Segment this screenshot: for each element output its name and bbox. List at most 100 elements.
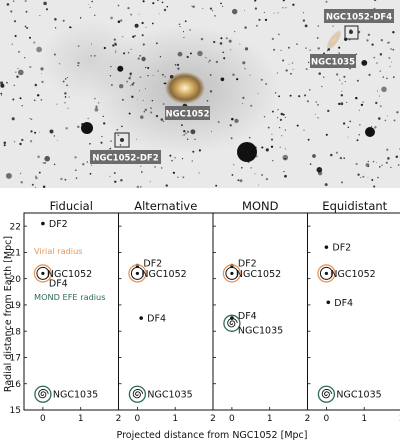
x-tick-label: 1: [172, 414, 178, 424]
star: [206, 99, 209, 102]
star: [159, 56, 162, 58]
label-ngc1052-df4: NGC1052-DF4: [324, 9, 394, 23]
star: [30, 130, 33, 133]
star: [60, 177, 63, 181]
point-marker-ring: [319, 266, 333, 280]
star: [231, 117, 234, 121]
star: [75, 177, 78, 179]
star: [202, 7, 204, 9]
spiral-galaxy-icon: [132, 389, 144, 399]
star: [35, 176, 38, 180]
star: [181, 158, 184, 160]
star: [151, 22, 154, 25]
star: [142, 99, 144, 102]
point-ngc1052: NGC1052: [33, 264, 92, 283]
star: [129, 75, 132, 77]
star: [387, 157, 390, 160]
point-df2: DF2: [324, 243, 351, 254]
star: [54, 18, 57, 21]
star: [254, 7, 258, 10]
star: [282, 154, 289, 161]
star: [136, 185, 140, 188]
star: [292, 3, 295, 6]
star: [145, 26, 147, 28]
star: [372, 160, 375, 163]
star: [77, 61, 80, 65]
star: [360, 103, 364, 107]
star: [39, 131, 40, 133]
star: [392, 76, 395, 78]
df4-marker-box: [344, 25, 359, 40]
star: [56, 103, 58, 105]
star: [279, 146, 281, 148]
star: [306, 100, 309, 103]
star: [355, 53, 358, 55]
star: [284, 116, 286, 118]
star: [187, 138, 189, 140]
star: [123, 52, 126, 55]
star: [118, 83, 124, 89]
virial-radius-circle: [128, 264, 147, 283]
star: [122, 36, 124, 38]
star: [309, 49, 311, 51]
star: [13, 84, 16, 87]
point-label: NGC1052: [236, 269, 281, 280]
star: [373, 185, 376, 188]
star: [355, 96, 358, 100]
star: [103, 46, 106, 50]
star: [12, 98, 15, 101]
star: [186, 55, 189, 59]
star: [139, 165, 142, 168]
ngc1052-galaxy: [165, 72, 205, 104]
star: [140, 186, 142, 188]
star: [89, 172, 92, 175]
star: [326, 50, 328, 52]
star: [339, 79, 341, 81]
star: [250, 167, 252, 169]
star: [40, 99, 43, 101]
point-marker-ring: [36, 266, 50, 280]
star: [355, 162, 358, 166]
star: [231, 173, 234, 176]
star: [384, 119, 387, 122]
star: [56, 139, 58, 141]
star: [287, 46, 290, 49]
star: [314, 113, 316, 115]
star: [31, 183, 34, 186]
star: [229, 124, 232, 127]
star: [217, 121, 220, 123]
star: [5, 172, 12, 179]
bright-star: [237, 142, 257, 162]
star: [33, 41, 36, 44]
star: [116, 128, 119, 131]
star: [13, 141, 16, 143]
star: [321, 85, 323, 88]
star: [265, 177, 269, 181]
star: [212, 10, 214, 12]
star: [258, 184, 260, 186]
star: [24, 25, 27, 28]
star: [343, 157, 345, 159]
star: [274, 92, 277, 94]
point-marker: [135, 271, 139, 276]
star: [132, 82, 135, 84]
star: [236, 78, 239, 81]
star: [198, 172, 200, 174]
point-ngc1052: NGC1052: [222, 264, 281, 283]
star: [276, 116, 279, 119]
point-label: DF4: [49, 278, 68, 289]
star: [150, 107, 152, 109]
star: [374, 126, 377, 129]
spiral-galaxy-icon: [38, 389, 49, 399]
star: [177, 67, 180, 70]
star: [163, 8, 167, 12]
star: [335, 151, 338, 154]
star: [39, 15, 41, 17]
star: [208, 61, 210, 63]
y-tick-label: 19: [10, 301, 22, 311]
y-tick-label: 16: [10, 380, 22, 390]
star: [240, 166, 243, 169]
star: [174, 64, 177, 66]
star: [358, 109, 360, 111]
